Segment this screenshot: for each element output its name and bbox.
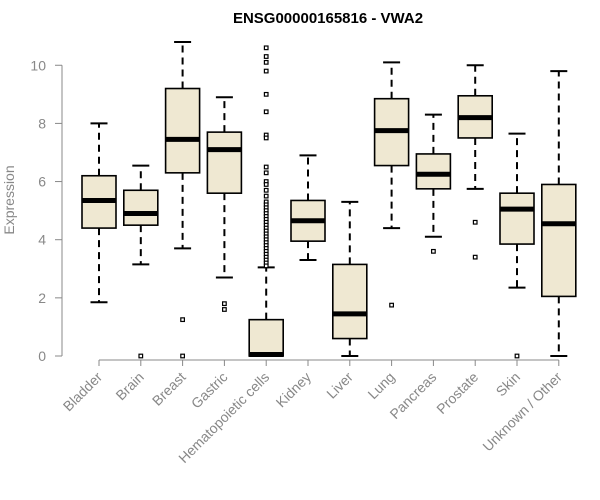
iqr-box: [123, 189, 159, 226]
outlier-point: [180, 317, 186, 323]
outlier-point: [138, 353, 144, 359]
y-axis: 0 2 4 6 8 10: [30, 57, 63, 364]
x-tick-label: Bladder: [60, 369, 106, 415]
outlier-point: [263, 187, 269, 193]
outlier-point: [263, 164, 269, 170]
y-tick-label: 8: [38, 115, 46, 131]
box-brain: [123, 164, 159, 359]
box-pancreas: [415, 113, 452, 254]
y-tick-label: 6: [38, 174, 46, 190]
box-lung: [373, 61, 410, 308]
chart-title: ENSG00000165816 - VWA2: [233, 10, 423, 27]
outlier-point: [263, 182, 269, 187]
box-gastric: [206, 96, 243, 312]
iqr-box: [164, 87, 201, 174]
outlier-point: [263, 45, 269, 51]
outlier-point: [263, 59, 269, 65]
x-tick-label: Lung: [364, 369, 397, 402]
iqr-box: [540, 183, 577, 298]
outlier-point: [431, 248, 436, 254]
iqr-box: [248, 318, 284, 357]
box-hematopoietic-cells: [248, 45, 284, 358]
outlier-point: [263, 91, 269, 97]
y-tick-label: 2: [38, 290, 46, 306]
iqr-box: [331, 263, 368, 340]
box-skin: [499, 132, 535, 359]
x-tick-label: Prostate: [433, 369, 481, 417]
box-kidney: [290, 154, 326, 262]
outlier-point: [263, 193, 269, 199]
box-unknown-other: [540, 70, 577, 357]
iqr-box: [499, 192, 535, 245]
x-tick-label: Breast: [149, 369, 189, 409]
box-liver: [331, 200, 368, 357]
outlier-point: [180, 353, 186, 359]
outlier-point: [263, 54, 269, 59]
y-axis-label: Expression: [1, 165, 17, 234]
outlier-point: [389, 302, 394, 308]
box-bladder: [81, 122, 117, 304]
iqr-box: [415, 153, 452, 190]
outlier-point: [472, 254, 478, 260]
y-tick-label: 4: [38, 232, 46, 248]
outlier-point: [263, 68, 269, 74]
outlier-point: [263, 109, 269, 115]
y-tick-label: 0: [38, 348, 46, 364]
x-tick-label: Unknown / Other: [479, 369, 565, 455]
x-tick-label: Kidney: [273, 369, 315, 411]
x-tick-label: Brain: [112, 369, 146, 403]
outlier-point: [263, 170, 269, 176]
x-tick-label: Liver: [323, 369, 356, 402]
x-tick-label: Skin: [493, 369, 524, 400]
y-tick-label: 10: [30, 57, 46, 73]
iqr-box: [206, 131, 243, 194]
outlier-point: [514, 353, 520, 359]
outlier-point: [263, 263, 269, 269]
outlier-point: [472, 219, 478, 225]
outlier-point: [222, 301, 227, 307]
box-breast: [164, 41, 201, 359]
box-prostate: [457, 64, 494, 260]
outlier-point: [222, 307, 227, 312]
outlier-point: [263, 135, 269, 141]
box-series: [81, 41, 577, 359]
